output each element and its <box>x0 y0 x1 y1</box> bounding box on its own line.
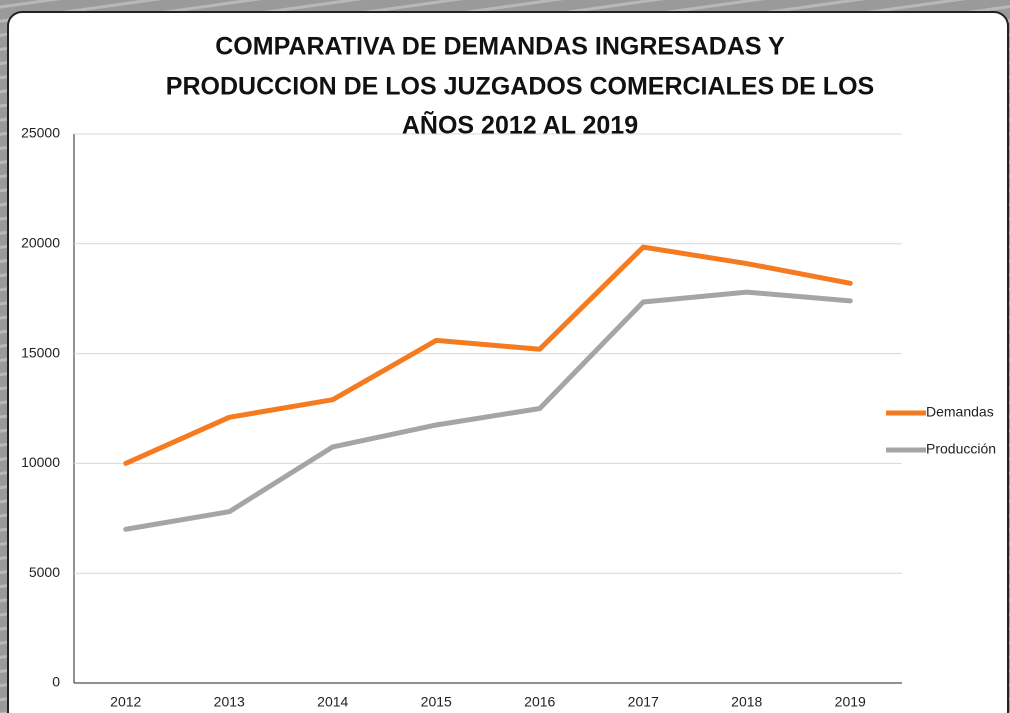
y-tick-label: 0 <box>52 674 60 690</box>
x-tick-label: 2014 <box>317 694 348 710</box>
x-tick-label: 2012 <box>110 694 141 710</box>
chart-title: PRODUCCION DE LOS JUZGADOS COMERCIALES D… <box>166 73 874 101</box>
x-tick-label: 2013 <box>214 694 245 710</box>
y-tick-label: 5000 <box>29 564 60 580</box>
y-tick-label: 25000 <box>21 125 60 141</box>
y-tick-label: 20000 <box>21 235 60 251</box>
x-tick-label: 2017 <box>628 694 659 710</box>
x-tick-label: 2015 <box>421 694 452 710</box>
legend-label: Producción <box>926 441 996 457</box>
series-line <box>123 289 853 532</box>
panel <box>7 11 1009 713</box>
legend-label: Demandas <box>926 404 994 420</box>
y-tick-label: 15000 <box>21 344 60 360</box>
x-tick-label: 2016 <box>524 694 555 710</box>
series-line <box>123 244 853 466</box>
x-tick-label: 2018 <box>731 694 762 710</box>
y-tick-label: 10000 <box>21 454 60 470</box>
chart-title: COMPARATIVA DE DEMANDAS INGRESADAS Y <box>215 33 785 61</box>
x-tick-label: 2019 <box>835 694 866 710</box>
chart-title: AÑOS 2012 AL 2019 <box>402 110 638 140</box>
